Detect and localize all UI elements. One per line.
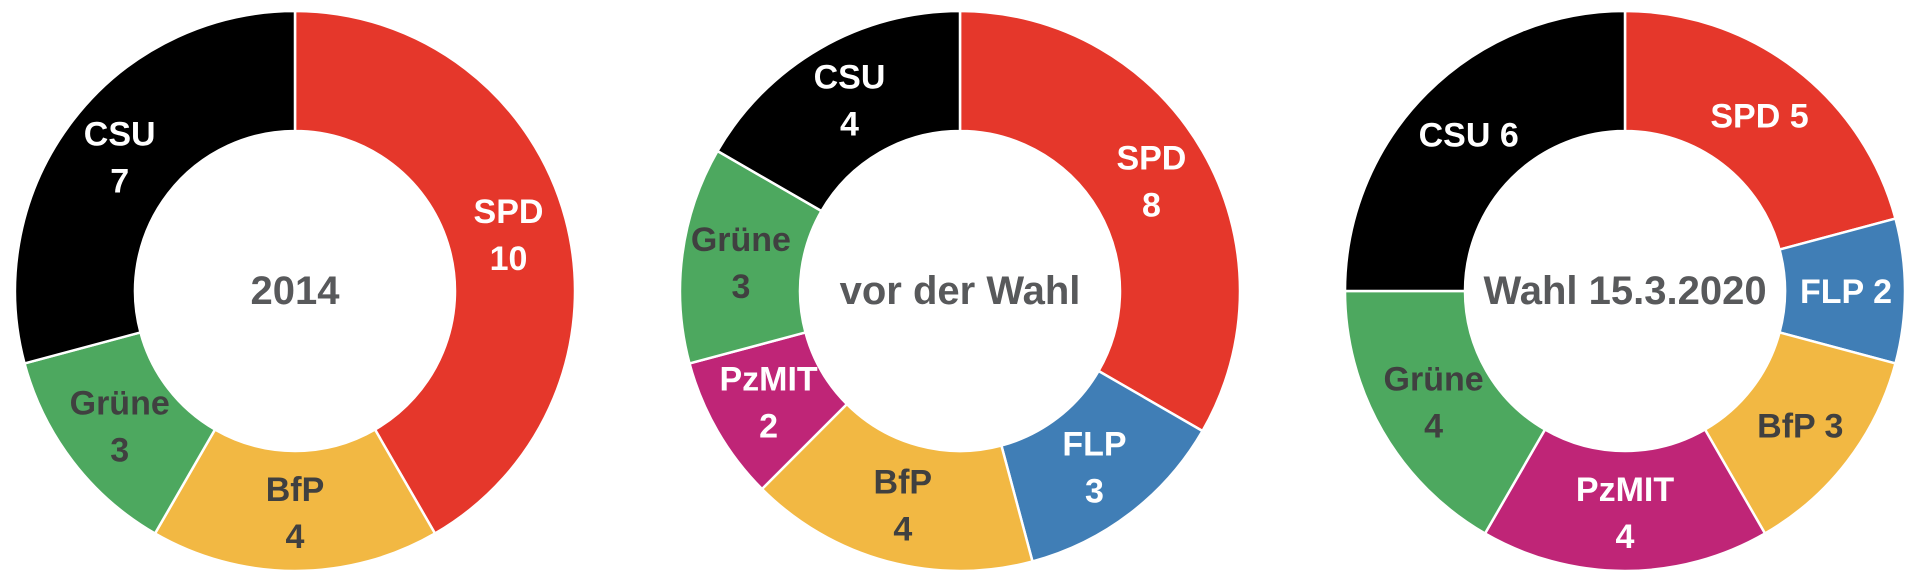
slice-spd [1623, 9, 1897, 251]
label-gruene: Grüne 4 [1384, 361, 1484, 446]
label-bfp: BfP 4 [266, 471, 325, 556]
label-spd: SPD 5 [1710, 98, 1808, 136]
label-spd: SPD 8 [1116, 140, 1186, 225]
label-gruene: Grüne 3 [70, 385, 170, 470]
label-bfp: BfP 4 [874, 464, 933, 549]
label-csu: CSU 7 [84, 116, 156, 201]
label-spd: SPD 10 [474, 193, 544, 278]
slice-csu [13, 9, 297, 365]
slice-csu [1343, 9, 1627, 293]
slice-csu [716, 9, 962, 213]
slice-spd [293, 9, 577, 535]
label-bfp: BfP 3 [1757, 408, 1843, 446]
donut-svg-2014: SPD 10 BfP 4 Grüne 3 CSU 7 [13, 9, 577, 573]
label-gruene: Grüne 3 [691, 221, 791, 306]
donut-svg-wahl-2020: SPD 5 FLP 2 BfP 3 PzMIT 4 Grüne 4 CSU 6 [1343, 9, 1907, 573]
label-flp: FLP 2 [1800, 273, 1892, 311]
slice-bfp [153, 428, 437, 573]
label-pzmit: PzMIT 2 [719, 361, 817, 446]
slice-bfp [760, 402, 1034, 573]
label-pzmit: PzMIT 4 [1576, 471, 1674, 556]
label-flp: FLP 3 [1062, 425, 1126, 510]
donut-svg-vor-der-wahl: SPD 8 FLP 3 BfP 4 PzMIT 2 Grüne 3 CSU 4 [678, 9, 1242, 573]
slice-pzmit [1483, 428, 1767, 573]
donut-chart-wahl-2020: SPD 5 FLP 2 BfP 3 PzMIT 4 Grüne 4 CSU 6 Wahl 15… [1334, 0, 1916, 582]
donut-chart-vor-der-wahl: SPD 8 FLP 3 BfP 4 PzMIT 2 Grüne 3 CSU 4 vor der Wah… [669, 0, 1251, 582]
label-csu: CSU 6 [1419, 117, 1519, 155]
donut-chart-2014: SPD 10 BfP 4 Grüne 3 CSU 7 2014 [4, 0, 586, 582]
slice-spd [958, 9, 1242, 433]
label-csu: CSU 4 [814, 59, 886, 144]
slice-gruene [1343, 289, 1547, 535]
